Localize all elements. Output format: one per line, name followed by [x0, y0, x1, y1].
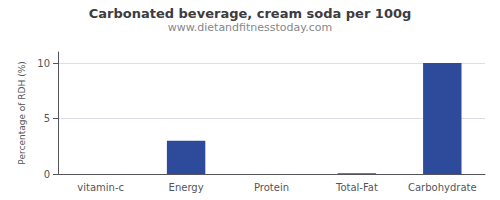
- svg-text:5: 5: [44, 113, 50, 124]
- svg-text:www.dietandfitnesstoday.com: www.dietandfitnesstoday.com: [168, 21, 332, 34]
- svg-text:0: 0: [44, 169, 50, 180]
- svg-text:Percentage of RDH (%): Percentage of RDH (%): [17, 61, 27, 164]
- svg-text:Total-Fat: Total-Fat: [335, 182, 378, 193]
- svg-text:Energy: Energy: [169, 182, 204, 193]
- svg-text:Carbohydrate: Carbohydrate: [408, 182, 477, 193]
- svg-text:vitamin-c: vitamin-c: [77, 182, 124, 193]
- svg-text:Protein: Protein: [254, 182, 289, 193]
- svg-text:10: 10: [37, 58, 50, 69]
- svg-text:Carbonated beverage, cream sod: Carbonated beverage, cream soda per 100g: [89, 6, 412, 21]
